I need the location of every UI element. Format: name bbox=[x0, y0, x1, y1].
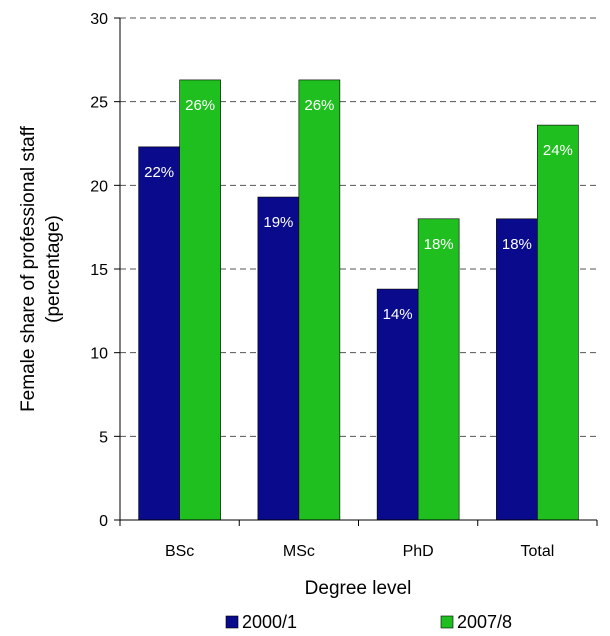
y-tick-label: 15 bbox=[90, 262, 108, 279]
x-tick-labels: BSc MSc PhD Total bbox=[165, 543, 554, 560]
y-tick-label: 25 bbox=[90, 95, 108, 112]
data-label: 24% bbox=[543, 142, 573, 159]
legend-swatch-2007-8 bbox=[440, 615, 454, 629]
x-tick-label: MSc bbox=[283, 543, 315, 560]
bar-total-2000-1 bbox=[496, 218, 538, 521]
bar-phd-2007-8 bbox=[417, 218, 460, 521]
x-tick-label: BSc bbox=[165, 543, 194, 560]
bar-msc-2000-1 bbox=[257, 196, 300, 521]
bar-bsc-2000-1 bbox=[138, 146, 180, 521]
x-axis-title: Degree level bbox=[305, 578, 412, 599]
y-axis-title-line1: Female share of professional staff bbox=[18, 125, 39, 412]
data-label: 22% bbox=[144, 164, 174, 181]
gridlines bbox=[114, 17, 598, 526]
bar-bsc-2007-8 bbox=[179, 79, 221, 521]
bar-msc-2007-8 bbox=[298, 79, 341, 521]
y-axis-title-line2: (percentage) bbox=[43, 215, 64, 323]
y-tick-label: 0 bbox=[99, 513, 108, 530]
data-label: 19% bbox=[263, 214, 293, 231]
data-label: 18% bbox=[424, 236, 454, 253]
bars bbox=[138, 79, 579, 521]
data-label: 26% bbox=[185, 97, 215, 114]
bar-total-2007-8 bbox=[537, 124, 579, 521]
legend-label-2007-8: 2007/8 bbox=[457, 612, 512, 632]
legend: 2000/1 2007/8 bbox=[225, 612, 512, 632]
bar-phd-2000-1 bbox=[376, 288, 419, 521]
x-tick-label: Total bbox=[520, 543, 554, 560]
data-label: 14% bbox=[383, 306, 413, 323]
y-tick-label: 20 bbox=[90, 178, 108, 195]
axes bbox=[119, 18, 597, 521]
y-tick-label: 5 bbox=[99, 429, 108, 446]
legend-label-2000-1: 2000/1 bbox=[242, 612, 297, 632]
y-tick-label: 30 bbox=[90, 11, 108, 28]
legend-swatch-2000-1 bbox=[225, 615, 239, 629]
y-tick-label: 10 bbox=[90, 346, 108, 363]
data-label: 26% bbox=[304, 97, 334, 114]
data-labels: 22% 26% 19% 26% 14% 18% 18% 24% bbox=[144, 97, 573, 323]
y-tick-labels: 0 5 10 15 20 25 30 bbox=[90, 11, 108, 530]
data-label: 18% bbox=[502, 236, 532, 253]
x-tick-label: PhD bbox=[403, 543, 434, 560]
